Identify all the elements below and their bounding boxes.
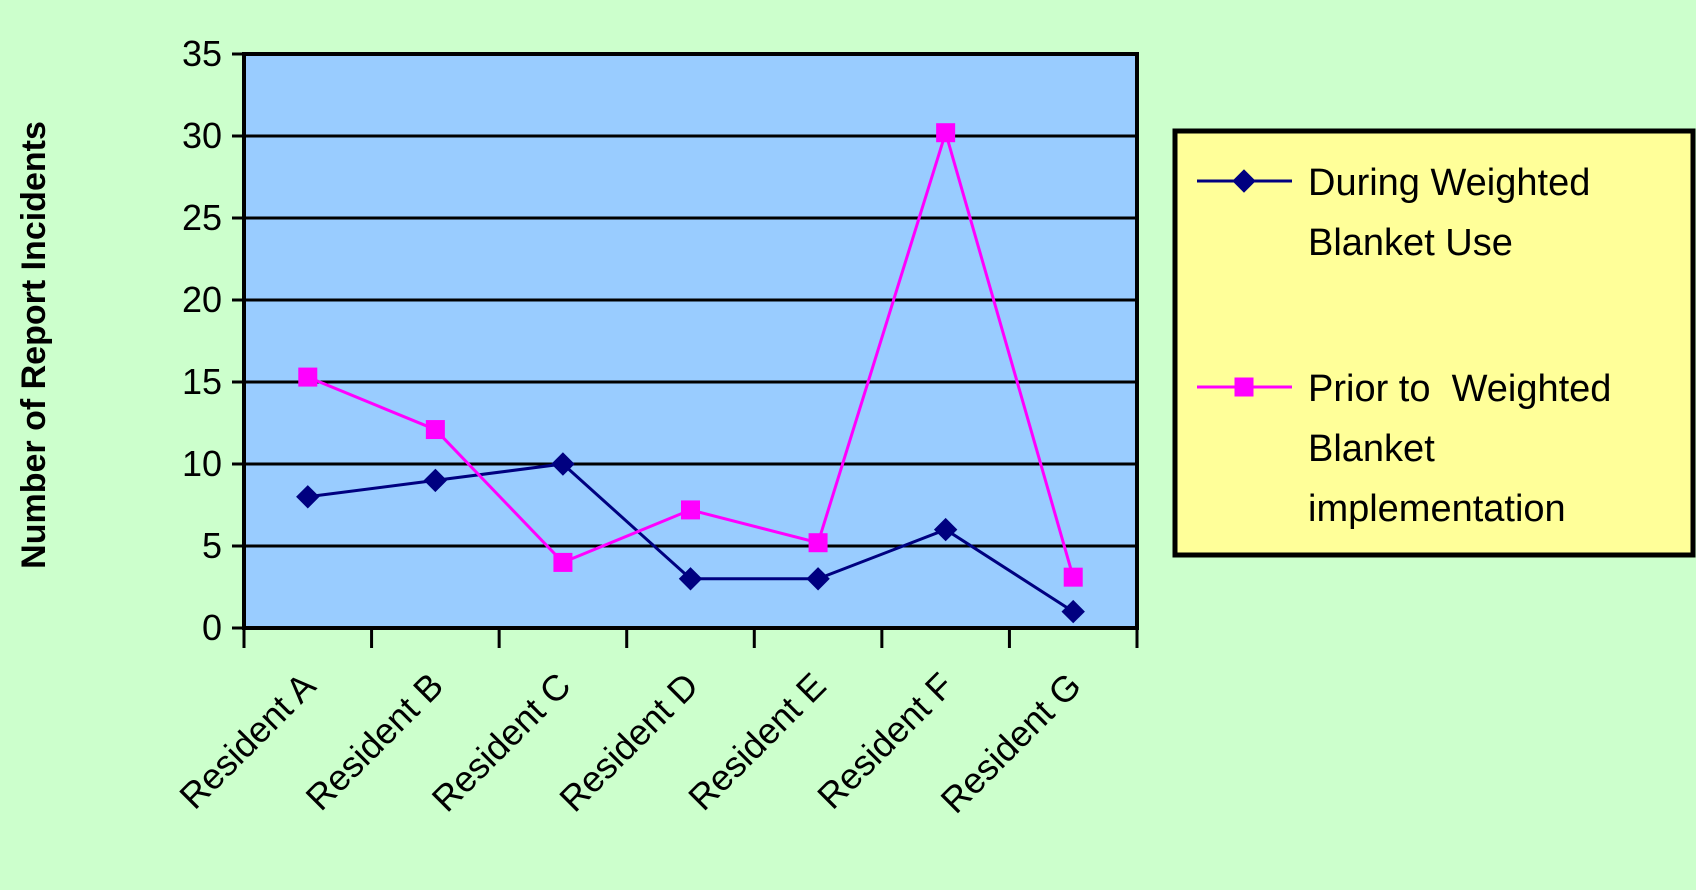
y-tick-label: 5	[202, 525, 222, 566]
data-point-marker	[1061, 599, 1085, 624]
data-point-marker	[423, 468, 448, 493]
legend-label: Blanket	[1308, 428, 1435, 470]
legend-label: During Weighted	[1308, 162, 1590, 204]
data-point-marker	[553, 552, 573, 572]
data-point-marker	[806, 567, 830, 591]
y-tick-label: 20	[182, 279, 222, 320]
data-point-marker	[1234, 377, 1254, 397]
y-tick-label: 0	[202, 607, 222, 648]
y-tick-label: 30	[182, 115, 222, 156]
legend-box	[1172, 128, 1696, 558]
plot-background	[244, 54, 1137, 628]
legend-label: Prior to Weighted	[1308, 368, 1611, 410]
legend-label: implementation	[1308, 488, 1566, 530]
data-point-marker	[1063, 567, 1083, 587]
data-point-marker	[681, 500, 700, 520]
data-point-marker	[551, 452, 575, 476]
data-point-marker	[808, 533, 828, 553]
data-point-marker	[933, 517, 958, 542]
y-tick-label: 25	[182, 197, 222, 238]
y-axis-label: Number of Report Incidents	[15, 121, 53, 569]
plot-border	[242, 52, 1139, 630]
data-point-marker	[296, 485, 320, 509]
y-tick-label: 10	[182, 443, 222, 484]
data-point-marker	[298, 367, 318, 387]
data-point-marker	[936, 123, 956, 143]
data-point-marker	[1232, 169, 1256, 193]
data-point-marker	[425, 420, 445, 440]
data-point-marker	[678, 567, 703, 591]
legend: During Weighted Blanket Use Prior to Weigh…	[1172, 128, 1696, 558]
legend-label: Blanket Use	[1308, 222, 1513, 264]
y-tick-label: 35	[182, 33, 222, 74]
y-tick-label: 15	[182, 361, 222, 402]
